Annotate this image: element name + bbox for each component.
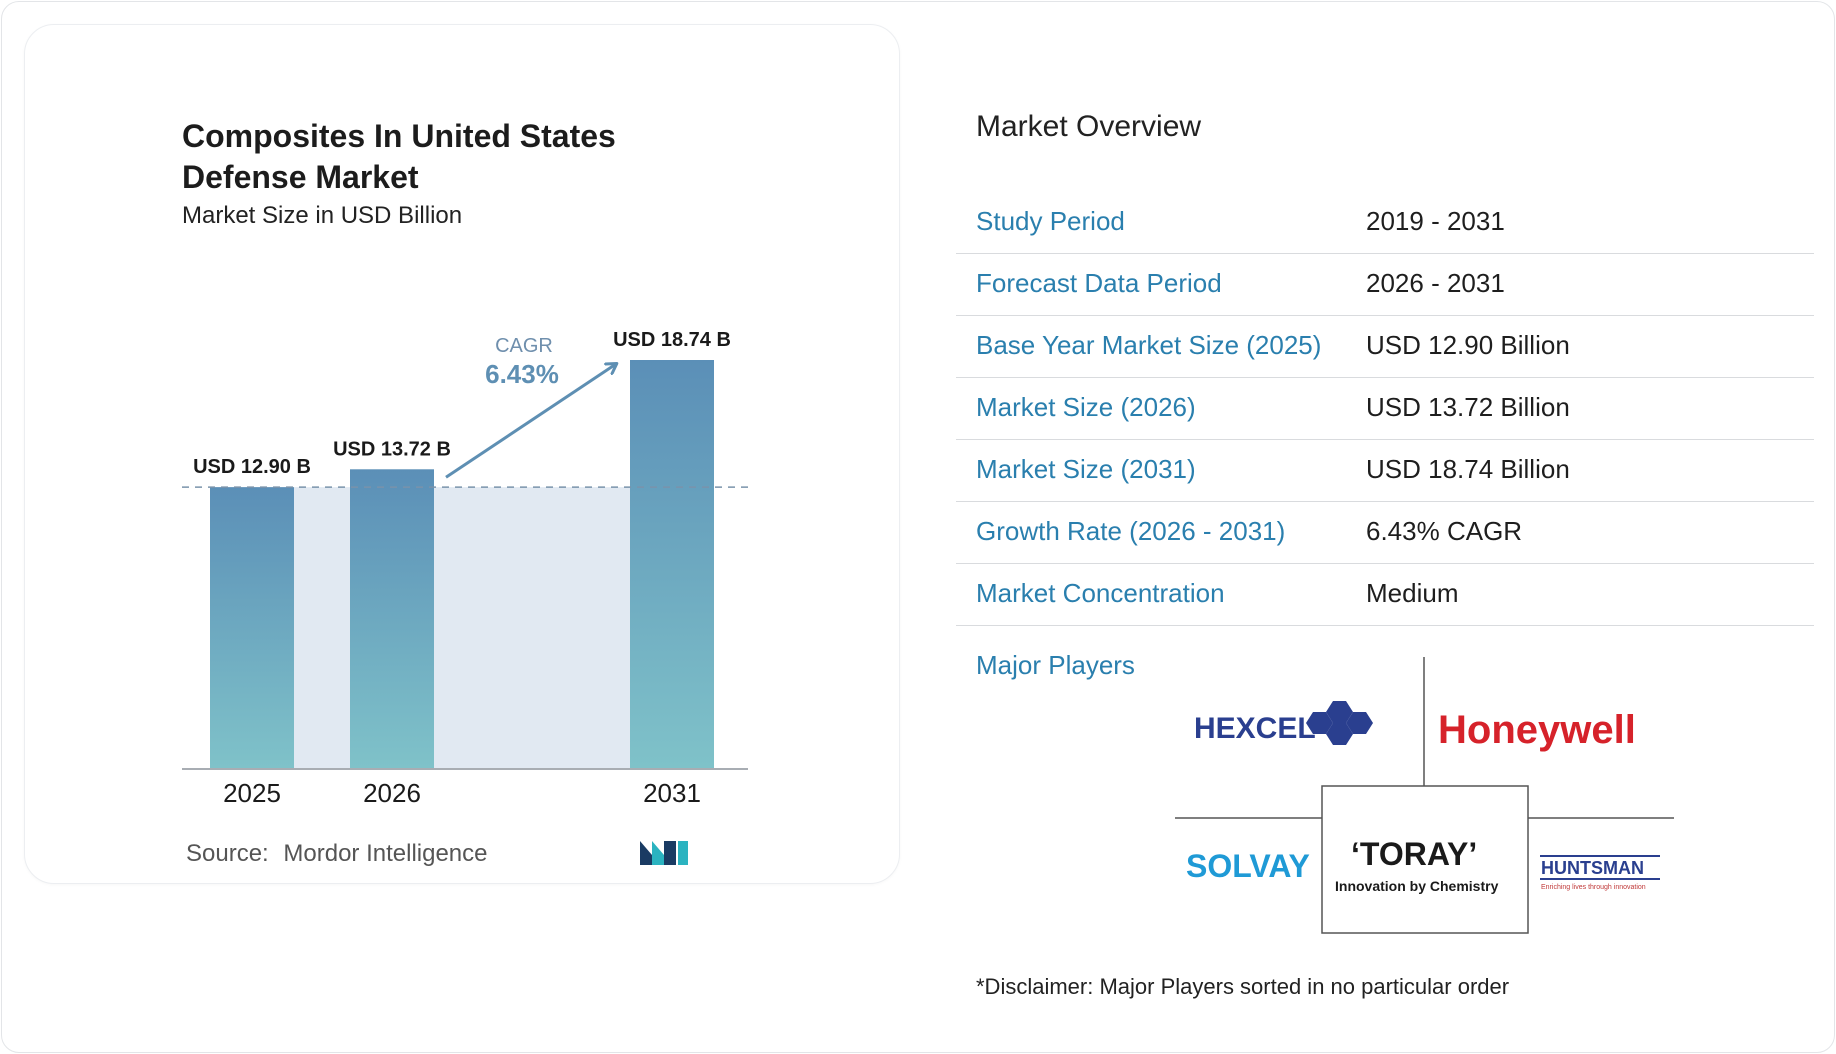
hexagon-icon <box>1306 701 1373 745</box>
overview-row-label: Forecast Data Period <box>976 268 1222 298</box>
hexcel-logo: HEXCEL <box>1194 701 1373 745</box>
overview-row: Study Period 2019 - 2031 <box>956 192 1814 254</box>
cagr-label: CAGR <box>495 335 553 357</box>
overview-row: Market Concentration Medium <box>956 564 1814 626</box>
overview-row-value: 6.43% CAGR <box>1366 516 1523 546</box>
market-overview-table: Study Period 2019 - 2031 Forecast Data Per… <box>956 192 1814 626</box>
overview-row-value: 2026 - 2031 <box>1366 268 1505 298</box>
hexcel-wordmark: HEXCEL <box>1194 712 1316 745</box>
cagr-value: 6.43% <box>485 359 559 389</box>
overview-row: Forecast Data Period 2026 - 2031 <box>956 254 1814 316</box>
source-label: Source: <box>186 840 269 867</box>
overview-row-value: USD 18.74 Billion <box>1366 454 1570 484</box>
major-players-title: Major Players <box>976 650 1135 680</box>
bar-2026 <box>350 469 434 768</box>
overview-row-label: Market Size (2026) <box>976 392 1196 422</box>
bar-chart: USD 12.90 B 2025 USD 13.72 B 2026 USD 18.74 … <box>182 329 750 808</box>
bar-2031 <box>630 360 714 768</box>
x-tick-2031: 2031 <box>643 778 701 808</box>
huntsman-tagline: Enriching lives through innovation <box>1541 884 1646 891</box>
overview-row-label: Growth Rate (2026 - 2031) <box>976 516 1286 546</box>
overview-row: Market Size (2031) USD 18.74 Billion <box>956 440 1814 502</box>
overview-row-label: Market Concentration <box>976 578 1225 608</box>
source-line: Source: Mordor Intelligence <box>186 840 488 868</box>
x-tick-2026: 2026 <box>363 778 421 808</box>
overview-row: Growth Rate (2026 - 2031) 6.43% CAGR <box>956 502 1814 564</box>
honeywell-logo: Honeywell <box>1438 708 1636 752</box>
mordor-intelligence-logo <box>640 841 688 865</box>
chart-subtitle: Market Size in USD Billion <box>182 202 463 229</box>
overview-row-value: USD 12.90 Billion <box>1366 330 1570 360</box>
x-tick-2025: 2025 <box>223 778 281 808</box>
overview-row-label: Base Year Market Size (2025) <box>976 330 1322 360</box>
chart-title: Composites In United States Defense Mark… <box>182 118 616 195</box>
overview-row-value: USD 13.72 Billion <box>1366 392 1570 422</box>
overview-row-label: Study Period <box>976 206 1125 236</box>
toray-wordmark: ‘TORAY’ <box>1351 836 1477 872</box>
major-players-logos: HEXCEL Honeywell SOLVAY ‘TORAY’ Innovati… <box>1175 657 1674 934</box>
market-overview-title: Market Overview <box>976 110 1202 143</box>
huntsman-logo: HUNTSMAN Enriching lives through innovat… <box>1540 855 1660 891</box>
toray-tagline: Innovation by Chemistry <box>1335 878 1499 894</box>
huntsman-wordmark: HUNTSMAN <box>1541 858 1644 878</box>
overview-row: Base Year Market Size (2025) USD 12.90 Bi… <box>956 316 1814 378</box>
overview-row-value: Medium <box>1366 578 1459 608</box>
source-name: Mordor Intelligence <box>283 840 488 867</box>
overview-row: Market Size (2026) USD 13.72 Billion <box>956 378 1814 440</box>
data-label-2025: USD 12.90 B <box>193 456 311 478</box>
overview-row-value: 2019 - 2031 <box>1366 206 1505 236</box>
cagr-arrow <box>445 364 616 479</box>
toray-logo: ‘TORAY’ Innovation by Chemistry <box>1335 836 1499 894</box>
data-label-2031: USD 18.74 B <box>613 329 731 351</box>
bar-2025 <box>210 487 294 768</box>
data-label-2026: USD 13.72 B <box>333 438 451 460</box>
disclaimer: *Disclaimer: Major Players sorted in no … <box>976 974 1510 999</box>
solvay-logo: SOLVAY <box>1186 848 1310 884</box>
overview-row-label: Market Size (2031) <box>976 454 1196 484</box>
